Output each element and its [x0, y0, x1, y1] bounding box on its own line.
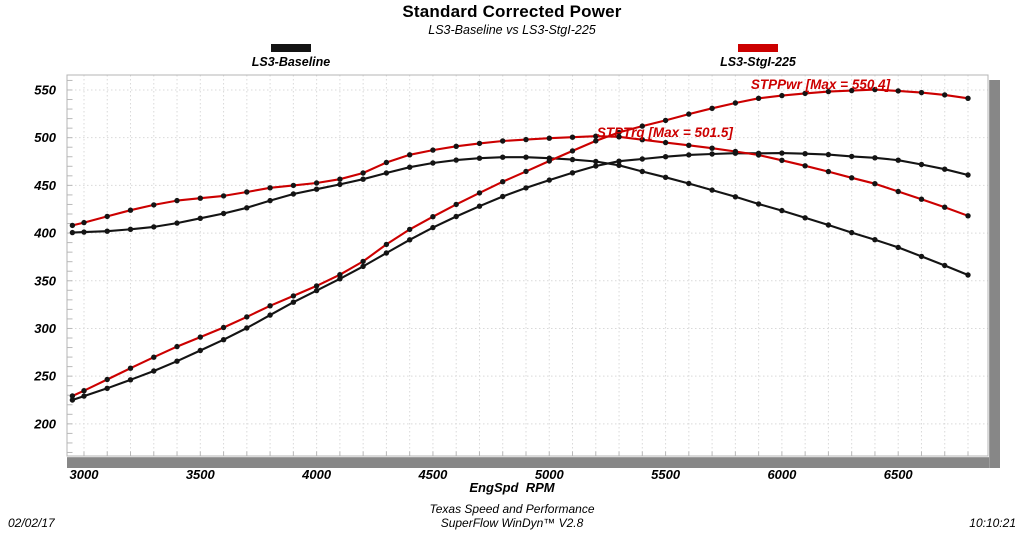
svg-text:300: 300 — [34, 321, 56, 336]
svg-text:450: 450 — [33, 178, 56, 193]
series-stg225-power-points — [69, 86, 971, 399]
footer-software-version: SuperFlow WinDyn™ V2.8 — [440, 516, 584, 530]
vertical-scrollbar[interactable] — [989, 80, 1000, 468]
legend-baseline-label: LS3-Baseline — [251, 55, 331, 69]
series-baseline-torque-line — [72, 156, 969, 276]
svg-text:200: 200 — [33, 416, 56, 431]
series-baseline-power-line — [72, 152, 969, 401]
series-baseline-power-points — [69, 150, 971, 403]
legend-stg225-label: LS3-StgI-225 — [720, 55, 796, 69]
svg-text:3000: 3000 — [70, 467, 100, 482]
minor-ticks — [67, 79, 969, 456]
y-tick-labels: 200 250 300 350 400 450 500 550 — [33, 83, 56, 432]
legend-stg225: LS3-StgI-225 — [696, 44, 820, 69]
max-annotation-1: STPPwr [Max = 550.4] — [751, 77, 891, 92]
svg-text:400: 400 — [33, 226, 56, 241]
legend-baseline-swatch — [271, 44, 311, 52]
svg-text:3500: 3500 — [186, 467, 216, 482]
page-title: Standard Corrected Power — [402, 2, 622, 21]
series-stg225-torque-line — [72, 135, 969, 227]
footer-date: 02/02/17 — [8, 516, 55, 530]
svg-text:5000: 5000 — [535, 467, 565, 482]
svg-text:5500: 5500 — [651, 467, 681, 482]
legend-baseline: LS3-Baseline — [229, 44, 353, 69]
legend-stg225-swatch — [738, 44, 778, 52]
series-stg225-power-line — [71, 88, 969, 397]
svg-text:350: 350 — [34, 273, 56, 288]
svg-text:6000: 6000 — [767, 467, 797, 482]
svg-text:4000: 4000 — [301, 467, 332, 482]
series-stg225-torque-points — [69, 133, 971, 229]
horizontal-scrollbar[interactable] — [67, 457, 1000, 468]
page-subtitle: LS3-Baseline vs LS3-StgI-225 — [428, 23, 596, 37]
svg-text:4500: 4500 — [417, 467, 448, 482]
svg-text:550: 550 — [34, 83, 56, 98]
footer-organization: Texas Speed and Performance — [429, 502, 595, 516]
plot-frame — [66, 74, 989, 457]
gridlines — [67, 75, 988, 456]
svg-text:500: 500 — [34, 130, 56, 145]
x-axis-label: EngSpd RPM — [469, 480, 555, 495]
max-annotation-0: STPTrq [Max = 501.5] — [597, 125, 733, 140]
svg-text:6500: 6500 — [884, 467, 914, 482]
footer-time: 10:10:21 — [969, 516, 1016, 530]
x-tick-labels: 3000 3500 4000 4500 5000 5500 6000 6500 — [70, 467, 914, 482]
svg-text:250: 250 — [33, 369, 56, 384]
